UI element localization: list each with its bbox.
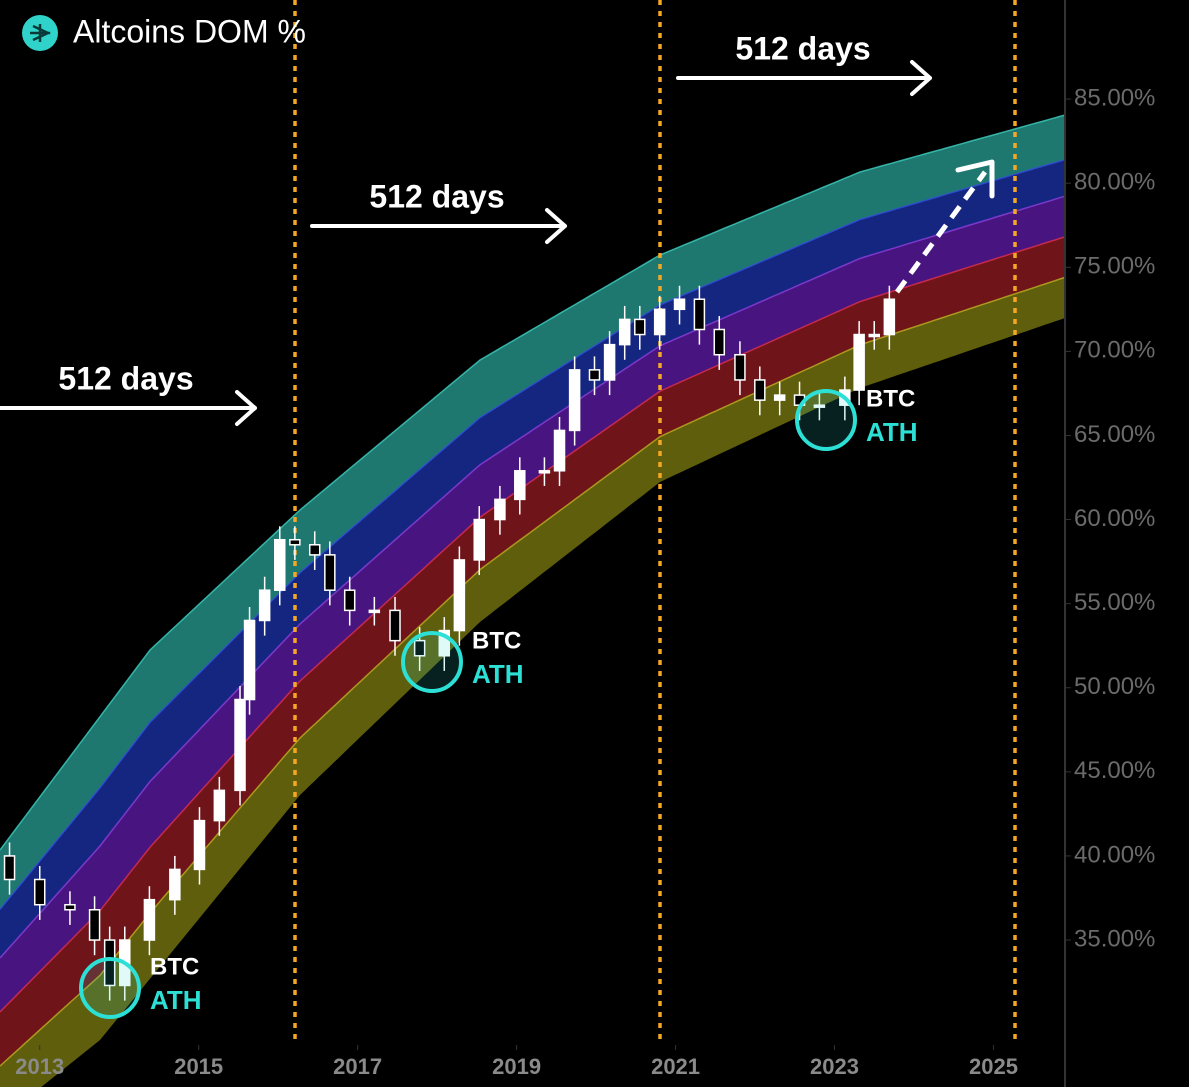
candle-body xyxy=(713,328,726,356)
candle-body xyxy=(473,518,485,561)
x-tick-label: 2013 xyxy=(15,1054,64,1079)
y-tick-label: 70.00% xyxy=(1074,337,1155,364)
candle-body xyxy=(324,554,336,591)
plot-layer: 85.00% 80.00% 75.00% 70.00% 65.00% 60.00% 55.0… xyxy=(0,0,1155,1079)
x-tick-label: 2015 xyxy=(174,1054,223,1079)
y-tick-label: 75.00% xyxy=(1074,253,1155,280)
candle-body xyxy=(213,789,226,822)
ath-circle xyxy=(401,631,463,693)
candle-body xyxy=(258,589,271,622)
candle-body xyxy=(413,639,426,657)
chart-title: Altcoins DOM % xyxy=(73,13,306,49)
y-tick-label: 65.00% xyxy=(1074,421,1155,448)
candle-body xyxy=(553,429,566,472)
candle-body xyxy=(538,470,551,474)
candle-body xyxy=(88,909,101,941)
candle-body xyxy=(494,498,506,521)
candle-body xyxy=(734,353,746,381)
y-tick-label: 55.00% xyxy=(1074,589,1155,616)
x-tick-label: 2019 xyxy=(492,1054,541,1079)
candle-body xyxy=(754,379,766,401)
annotation-arrow xyxy=(0,390,257,426)
band xyxy=(0,277,1065,1087)
annotation: 512 days xyxy=(58,360,193,396)
candle-body xyxy=(634,318,646,336)
y-tick-label: 45.00% xyxy=(1074,757,1155,784)
candle-body xyxy=(673,298,686,311)
candle-body xyxy=(143,898,156,941)
candle-body xyxy=(234,698,246,792)
candle-body xyxy=(343,589,356,612)
candle-body xyxy=(693,298,706,331)
candle-body xyxy=(868,333,881,338)
candle-body xyxy=(438,629,451,657)
y-tick-label: 80.00% xyxy=(1074,169,1155,196)
candle-body xyxy=(773,394,786,401)
projection-arrow xyxy=(894,170,988,294)
annotation: 512 days xyxy=(369,178,504,214)
marker-bottom: ATH xyxy=(472,659,524,689)
candle-body xyxy=(603,343,616,381)
candle-body xyxy=(64,903,76,911)
y-tick-label: 40.00% xyxy=(1074,841,1155,868)
x-tick-label: 2023 xyxy=(810,1054,859,1079)
candle-body xyxy=(368,609,381,614)
candle-body xyxy=(103,939,116,987)
ath-circle xyxy=(79,957,141,1019)
candle-body xyxy=(243,619,256,701)
x-tick-label: 2017 xyxy=(333,1054,382,1079)
candle-body xyxy=(289,538,301,546)
projection-arrow-head xyxy=(955,159,995,199)
annotation-arrow xyxy=(310,208,567,244)
band-edge xyxy=(0,236,1066,1013)
candle-body xyxy=(453,559,466,632)
candle-body xyxy=(883,298,896,336)
y-tick-label: 35.00% xyxy=(1074,925,1155,952)
marker-bottom: ATH xyxy=(866,417,918,447)
candle-body xyxy=(3,855,16,881)
title-icon-glyph xyxy=(30,24,51,42)
marker-top: BTC xyxy=(472,627,521,654)
candle-body xyxy=(813,404,826,408)
candle-body xyxy=(308,544,321,556)
y-tick-label: 85.00% xyxy=(1074,84,1155,111)
marker-top: BTC xyxy=(866,385,915,412)
candle-body xyxy=(274,538,286,591)
candle-body xyxy=(389,609,401,642)
x-tick-label: 2025 xyxy=(969,1054,1018,1079)
candle-body xyxy=(618,318,631,346)
marker-bottom: ATH xyxy=(150,985,202,1015)
annotation-arrow xyxy=(676,60,932,96)
y-tick-label: 50.00% xyxy=(1074,673,1155,700)
marker-top: BTC xyxy=(150,953,199,980)
candle-body xyxy=(169,868,181,901)
candle-body xyxy=(588,369,601,381)
candle-body xyxy=(33,878,46,906)
x-tick-label: 2021 xyxy=(651,1054,700,1079)
ath-circle xyxy=(795,389,857,451)
candle-body xyxy=(653,308,666,336)
candle-body xyxy=(568,369,581,432)
candle-body xyxy=(853,333,865,391)
band-edge xyxy=(0,114,1066,851)
annotation: 512 days xyxy=(735,30,870,66)
candle-body xyxy=(193,819,206,871)
band-edge xyxy=(0,158,1066,910)
y-tick-label: 60.00% xyxy=(1074,505,1155,532)
rainbow-bands xyxy=(0,114,1066,1087)
candle-body xyxy=(514,470,526,501)
band-edge xyxy=(0,195,1066,959)
